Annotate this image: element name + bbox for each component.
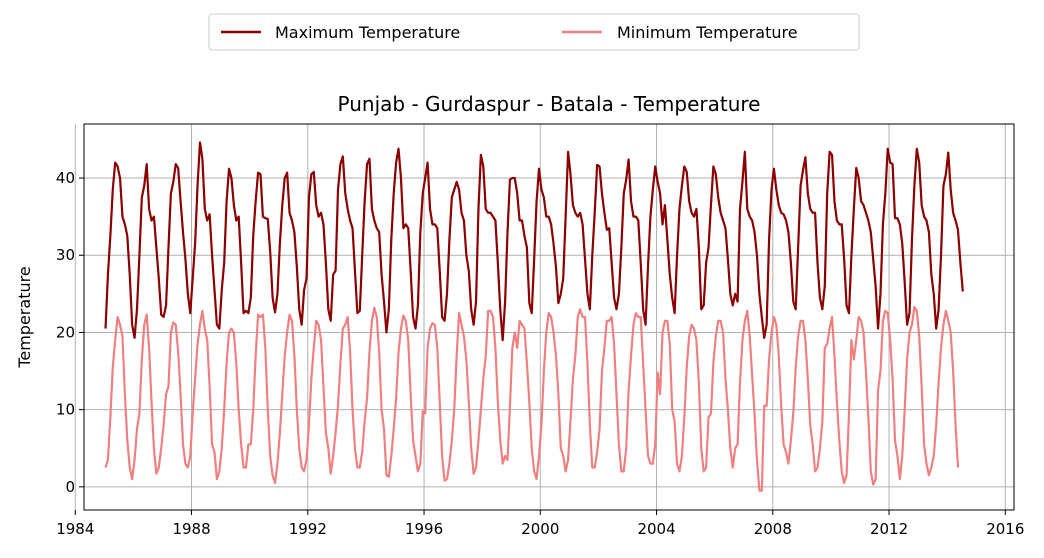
x-tick-label: 1992 <box>289 520 327 538</box>
x-tick-label: 1988 <box>172 520 210 538</box>
x-tick-label: 2000 <box>521 520 559 538</box>
plot-frame <box>83 123 1015 511</box>
legend-label-minimum: Minimum Temperature <box>617 23 798 42</box>
y-axis-label: Temperature <box>15 266 34 368</box>
legend-label-maximum: Maximum Temperature <box>275 23 460 42</box>
chart-title: Punjab - Gurdaspur - Batala - Temperatur… <box>338 92 761 116</box>
x-tick-label: 2004 <box>637 520 675 538</box>
legend-frame <box>208 13 860 51</box>
x-tick-label: 1984 <box>56 520 94 538</box>
max-temperature-line <box>104 141 964 342</box>
x-tick-label: 2008 <box>754 520 792 538</box>
y-tick-label: 10 <box>56 401 75 419</box>
y-tick-label: 0 <box>65 478 75 496</box>
y-tick-label: 40 <box>56 169 75 187</box>
series-layer <box>104 141 964 492</box>
legend: Maximum Temperature Minimum Temperature <box>208 13 860 51</box>
x-tick-label: 1996 <box>405 520 443 538</box>
ticks: 1984 1988 1992 1996 2000 2004 2008 2012 2016 0 10 2… <box>56 169 1024 538</box>
y-tick-label: 20 <box>56 323 75 341</box>
y-tick-label: 30 <box>56 246 75 264</box>
x-tick-label: 2012 <box>870 520 908 538</box>
min-temperature-line <box>104 305 960 492</box>
x-tick-label: 2016 <box>986 520 1024 538</box>
